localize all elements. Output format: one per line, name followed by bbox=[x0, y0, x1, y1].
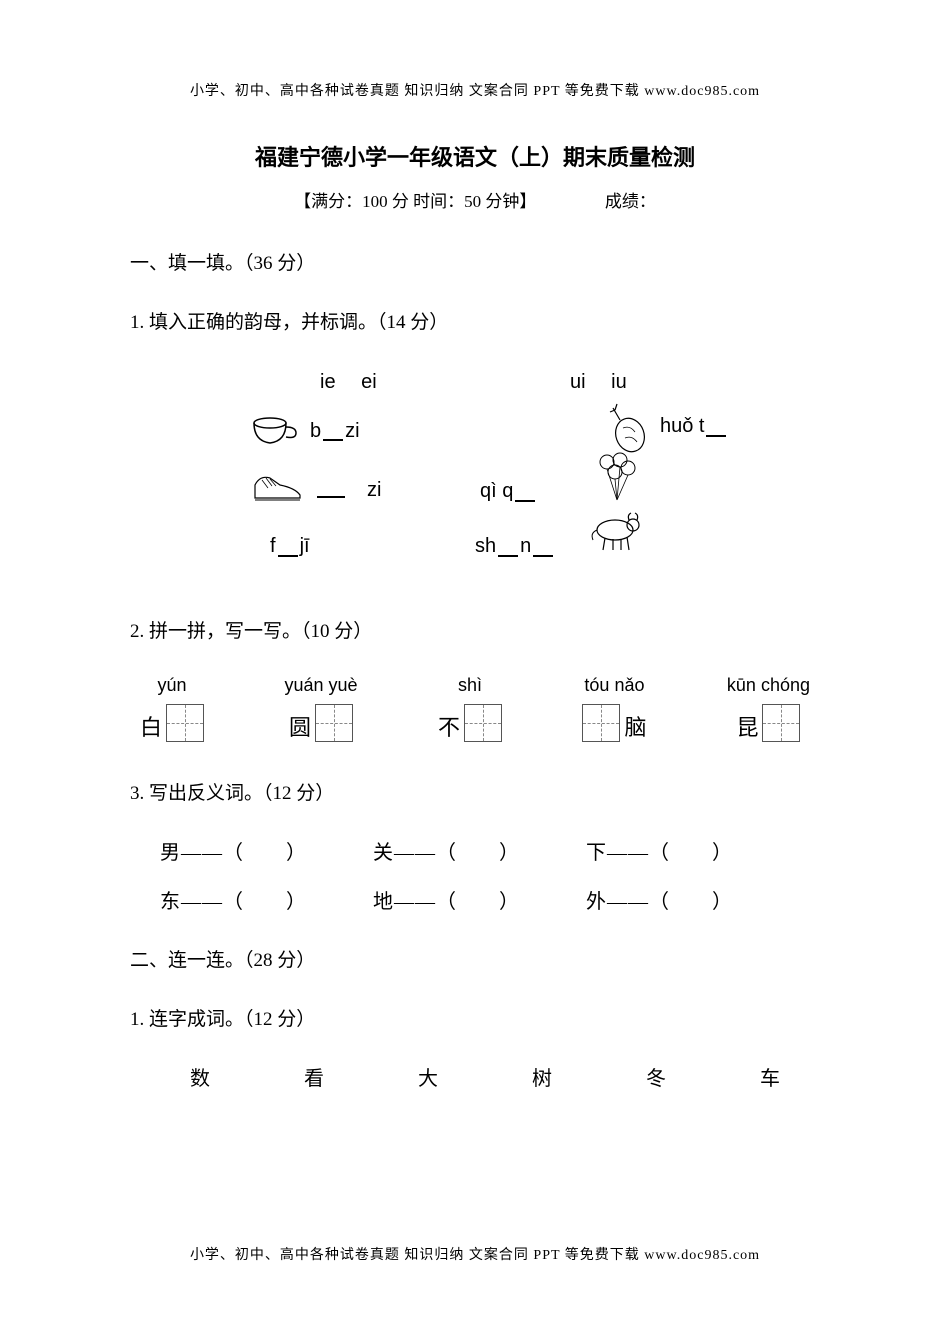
q2-suffix-4: 脑 bbox=[624, 710, 646, 742]
q1-cup-after: zi bbox=[345, 420, 359, 443]
q1-left-options: ie ei bbox=[320, 365, 377, 394]
section-1-header: 一、填一填。（36 分） bbox=[130, 247, 820, 281]
writing-grid[interactable] bbox=[166, 704, 204, 742]
q3-r2-3: 外——（ ） bbox=[586, 891, 733, 913]
blank[interactable] bbox=[498, 537, 518, 557]
page-footer: 小学、初中、高中各种试卷真题 知识归纳 文案合同 PPT 等免费下载 www.d… bbox=[0, 1244, 950, 1264]
q2-prefix-2: 圆 bbox=[289, 710, 311, 742]
q3-r2-1: 东——（ ） bbox=[160, 891, 307, 913]
blank[interactable] bbox=[706, 417, 726, 437]
q1-plane-after: jī bbox=[300, 535, 310, 558]
question-2-content: yún 白 yuán yuè 圆 shì 不 tóu nǎo 脑 kūn chó… bbox=[130, 675, 820, 742]
blank[interactable] bbox=[323, 421, 343, 441]
q3-r2-2: 地——（ ） bbox=[373, 891, 520, 913]
q1-item-ox: sh n bbox=[475, 535, 555, 558]
q2-item-3: shì 不 bbox=[438, 675, 502, 742]
q1-ox-before: sh bbox=[475, 535, 496, 558]
cup-icon bbox=[250, 415, 300, 447]
q1-plane-before: f bbox=[270, 535, 276, 558]
q1-item-shoe: zi bbox=[250, 470, 381, 505]
q1-right-options: ui iu bbox=[570, 365, 627, 394]
q1-shoe-text: zi bbox=[347, 473, 381, 502]
question-3-label: 3. 写出反义词。（12 分） bbox=[130, 777, 820, 811]
match-char-3: 大 bbox=[418, 1062, 438, 1091]
page-header: 小学、初中、高中各种试卷真题 知识归纳 文案合同 PPT 等免费下载 www.d… bbox=[130, 80, 820, 100]
shoe-icon bbox=[250, 470, 305, 505]
question-1-label: 1. 填入正确的韵母，并标调。（14 分） bbox=[130, 306, 820, 340]
match-char-4: 树 bbox=[532, 1062, 552, 1091]
q3-r1-1: 男——（ ） bbox=[160, 842, 307, 864]
q2-pinyin-1: yún bbox=[157, 675, 186, 696]
question-2-label: 2. 拼一拼，写一写。（10 分） bbox=[130, 615, 820, 649]
q3-r1-3: 下——（ ） bbox=[586, 842, 733, 864]
blank[interactable] bbox=[317, 478, 345, 498]
match-char-5: 冬 bbox=[646, 1062, 666, 1091]
blank[interactable] bbox=[278, 537, 298, 557]
q2-prefix-1: 白 bbox=[140, 710, 162, 742]
q2-prefix-5: 昆 bbox=[736, 710, 758, 742]
question-1-content: ie ei ui iu b zi zi f jī qì q bbox=[130, 365, 820, 585]
section-2-header: 二、连一连。（28 分） bbox=[130, 944, 820, 978]
q2-pinyin-5: kūn chóng bbox=[727, 675, 810, 696]
writing-grid[interactable] bbox=[582, 704, 620, 742]
ox-icon bbox=[585, 505, 645, 555]
blank[interactable] bbox=[533, 537, 553, 557]
q2-pinyin-4: tóu nǎo bbox=[584, 675, 644, 696]
section2-q1-label: 1. 连字成词。（12 分） bbox=[130, 1003, 820, 1037]
match-char-6: 车 bbox=[760, 1062, 780, 1091]
q1-item-plane: f jī bbox=[270, 535, 310, 558]
q2-prefix-3: 不 bbox=[438, 710, 460, 742]
document-subtitle: 【满分：100 分 时间：50 分钟】 成绩： bbox=[130, 187, 820, 212]
q2-item-2: yuán yuè 圆 bbox=[284, 675, 357, 742]
q3-row-2: 东——（ ） 地——（ ） 外——（ ） bbox=[160, 885, 820, 914]
q2-item-4: tóu nǎo 脑 bbox=[582, 675, 646, 742]
q2-item-1: yún 白 bbox=[140, 675, 204, 742]
match-chars-row: 数 看 大 树 冬 车 bbox=[130, 1062, 820, 1091]
ham-icon bbox=[605, 400, 650, 455]
q2-pinyin-2: yuán yuè bbox=[284, 675, 357, 696]
q1-ham-text: huǒ t bbox=[660, 415, 704, 438]
q1-balloon-text: qì q bbox=[480, 480, 513, 503]
q1-item-balloon: qì q bbox=[480, 480, 537, 503]
document-title: 福建宁德小学一年级语文（上）期末质量检测 bbox=[130, 140, 820, 172]
subtitle-info: 【满分：100 分 时间：50 分钟】 bbox=[294, 192, 536, 211]
writing-grid[interactable] bbox=[315, 704, 353, 742]
match-char-2: 看 bbox=[304, 1062, 324, 1091]
writing-grid[interactable] bbox=[762, 704, 800, 742]
q2-item-5: kūn chóng 昆 bbox=[727, 675, 810, 742]
q3-r1-2: 关——（ ） bbox=[373, 842, 520, 864]
q1-cup-before: b bbox=[310, 420, 321, 443]
q3-row-1: 男——（ ） 关——（ ） 下——（ ） bbox=[160, 836, 820, 865]
score-label: 成绩： bbox=[605, 192, 656, 211]
match-char-1: 数 bbox=[190, 1062, 210, 1091]
writing-grid[interactable] bbox=[464, 704, 502, 742]
blank[interactable] bbox=[515, 482, 535, 502]
q1-ox-after: n bbox=[520, 535, 531, 558]
q2-pinyin-3: shì bbox=[458, 675, 482, 696]
balloons-icon bbox=[595, 450, 640, 505]
q1-item-ham: huǒ t bbox=[660, 415, 728, 438]
q1-item-cup: b zi bbox=[250, 415, 360, 447]
